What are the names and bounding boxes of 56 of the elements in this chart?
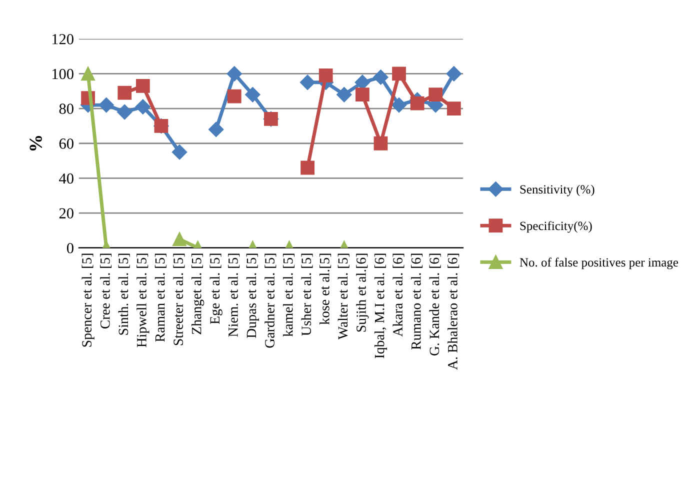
y-tick-label: 20 bbox=[59, 208, 74, 218]
point bbox=[208, 122, 224, 138]
point bbox=[428, 88, 443, 102]
y-tick-label: 0 bbox=[66, 243, 74, 254]
y-tick-label: 120 bbox=[52, 34, 74, 44]
point bbox=[446, 66, 462, 82]
point bbox=[355, 88, 370, 102]
x-tick-label: Niem. et al. [5] bbox=[228, 254, 240, 337]
x-tick-label: Streeter et al. [5] bbox=[173, 254, 185, 346]
y-tick-label: 40 bbox=[59, 173, 74, 184]
y-tick-label: 80 bbox=[59, 104, 74, 114]
x-tick-label: Sinth. et al. [5] bbox=[118, 254, 130, 335]
x-tick-label: Akara et al. [6] bbox=[392, 254, 404, 337]
point bbox=[117, 104, 132, 120]
point bbox=[245, 87, 260, 102]
x-tick-label: kamel et al. [5] bbox=[282, 254, 294, 337]
point bbox=[410, 96, 424, 110]
point bbox=[391, 97, 407, 113]
x-tick-label: Cree et al. [5] bbox=[100, 254, 112, 328]
x-tick-label: Sujith et al.[6] bbox=[356, 254, 369, 332]
x-tick-label: Zhanget al. [5] bbox=[191, 254, 204, 334]
x-tick-label: Gardner et al. [5] bbox=[264, 254, 276, 348]
point bbox=[374, 136, 388, 150]
point bbox=[226, 66, 242, 82]
legend-label: Sensitivity (%) bbox=[520, 184, 594, 196]
point bbox=[136, 78, 150, 93]
point bbox=[227, 89, 242, 104]
y-tick-label: 100 bbox=[52, 68, 74, 80]
x-tick-label: Raman et al. [5] bbox=[154, 254, 166, 342]
point bbox=[300, 74, 316, 90]
point bbox=[135, 99, 150, 114]
x-tick-label: G. Kande et al. [6] bbox=[429, 254, 441, 356]
point bbox=[354, 74, 370, 90]
point bbox=[172, 144, 188, 160]
y-axis-title: % bbox=[30, 136, 42, 151]
x-tick-label: Usher et al. [5] bbox=[301, 254, 313, 336]
point bbox=[336, 87, 352, 102]
legend-label: No. of false positives per image bbox=[520, 258, 678, 270]
x-tick-label: Rumano et al. [6] bbox=[411, 254, 423, 350]
x-tick-label: A. Bhalerao et al. [6] bbox=[448, 254, 460, 370]
legend-label: Specificity(%) bbox=[520, 221, 592, 233]
x-tick-label: kose et al.[5] bbox=[320, 254, 332, 325]
point bbox=[373, 70, 388, 85]
point bbox=[392, 66, 406, 81]
point bbox=[446, 102, 461, 116]
x-tick-label: Ege et al. [5] bbox=[210, 254, 222, 324]
x-tick-label: Iqbal, M.I et al. [6] bbox=[374, 254, 388, 358]
point bbox=[118, 86, 132, 100]
point bbox=[81, 66, 95, 81]
y-tick-label: 60 bbox=[59, 138, 74, 149]
point bbox=[318, 68, 333, 82]
point bbox=[98, 97, 114, 113]
x-tick-label: Hipwell et al. [5] bbox=[136, 254, 150, 348]
x-tick-label: Spencer et al. [5] bbox=[82, 254, 94, 347]
x-tick-label: Dupas et al. [5] bbox=[246, 254, 259, 338]
x-tick-label: Walter et al. [5] bbox=[338, 254, 350, 340]
